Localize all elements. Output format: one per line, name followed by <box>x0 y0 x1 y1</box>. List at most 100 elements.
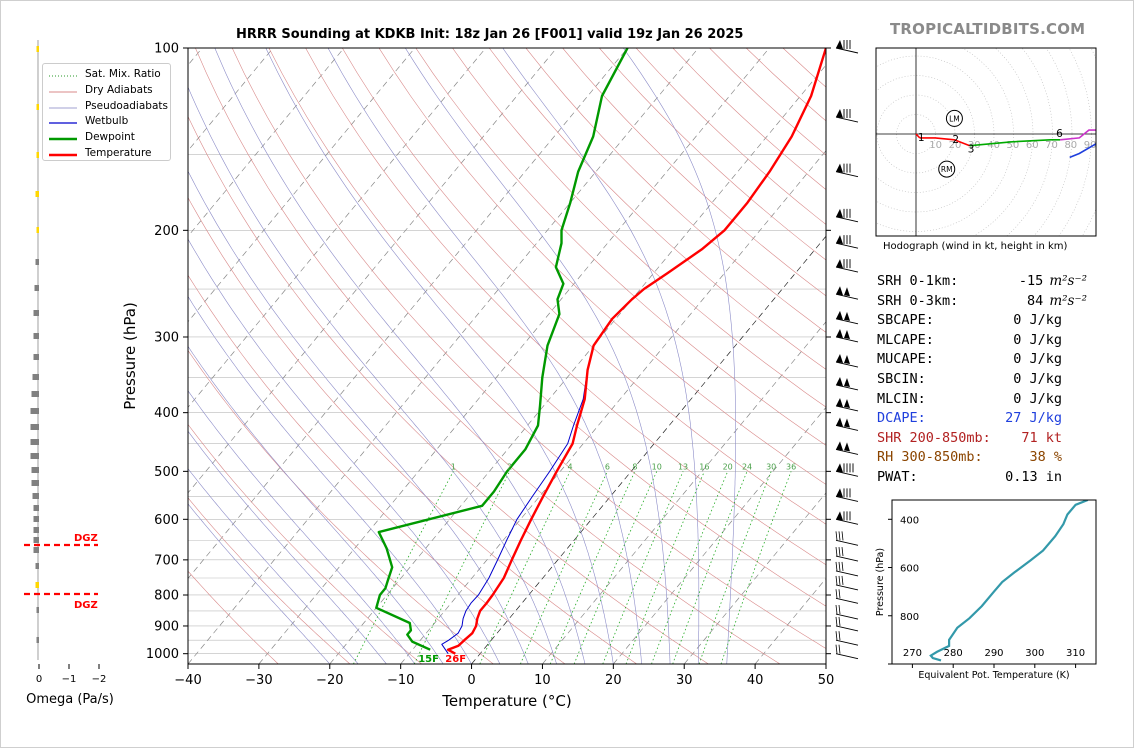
storm-motion-marker <box>938 160 956 178</box>
dgz-label: DGZ <box>74 533 98 544</box>
isotherm <box>542 321 826 664</box>
x-tick-label: 20 <box>605 673 622 688</box>
omega-bar <box>33 516 39 522</box>
stat-value: 0 J/kg <box>1013 390 1062 407</box>
isotherm <box>188 48 699 664</box>
legend-swatch <box>49 91 77 93</box>
omega-bar <box>36 46 39 52</box>
legend-label: Temperature <box>85 147 152 159</box>
legend-swatch <box>49 137 77 141</box>
y-tick-label: 1000 <box>146 647 179 662</box>
wind-barb <box>835 589 859 604</box>
dry-adiabat <box>562 48 826 297</box>
legend-label: Wetbulb <box>85 115 129 128</box>
omega-bar <box>33 354 39 360</box>
theta-e-y-axis-label: Pressure (hPa) <box>875 548 886 616</box>
wind-barb <box>835 397 859 412</box>
omega-bar <box>30 439 39 445</box>
x-tick-label: −20 <box>316 673 343 688</box>
wind-barb <box>835 109 859 123</box>
legend-label: Dewpoint <box>85 131 135 144</box>
wind-barb <box>835 376 859 391</box>
stat-label: SRH 0-3km: <box>877 292 959 309</box>
wind-barb <box>835 604 859 620</box>
stat-label: SRH 0-1km: <box>877 273 959 289</box>
wind-barb <box>835 575 859 591</box>
dry-adiabat <box>488 48 826 370</box>
mixing-ratio-label: 20 <box>723 462 733 471</box>
mixing-ratio-line <box>573 471 658 664</box>
mixing-ratio-line <box>698 471 772 664</box>
y-axis-label: Pressure (hPa) <box>121 302 139 410</box>
theta-e-y-tick-label: 400 <box>900 515 919 526</box>
hodograph-trace <box>1069 142 1096 159</box>
pseudoadiabat <box>214 48 586 664</box>
dry-adiabat <box>635 48 826 225</box>
page-title: HRRR Sounding at KDKB Init: 18z Jan 26 [… <box>236 27 744 42</box>
wind-barb <box>835 616 859 632</box>
wind-barb <box>835 328 859 343</box>
stat-value: 0 J/kg <box>1013 370 1062 387</box>
hodograph-ring-label: 90 <box>1084 140 1097 151</box>
omega-bar <box>33 547 39 553</box>
omega-bar <box>35 582 39 588</box>
hodograph-ring <box>876 48 1014 232</box>
wind-barb <box>835 235 859 249</box>
series-dewpoint-line <box>375 48 629 651</box>
omega-bar <box>31 391 39 397</box>
omega-bar <box>31 467 39 473</box>
hodograph-caption: Hodograph (wind in kt, height in km) <box>883 241 1068 252</box>
stat-label: SBCIN: <box>877 370 926 387</box>
surface-temperature-label: 26F <box>445 654 466 665</box>
omega-bar <box>30 408 39 414</box>
hodograph-trace <box>969 139 1061 147</box>
omega-x-tick-label: −1 <box>62 674 77 685</box>
stat-value: 0 J/kg <box>1013 351 1062 368</box>
wind-barb <box>835 531 859 546</box>
legend-label: Sat. Mix. Ratio <box>85 68 161 80</box>
legend-label: Dry Adiabats <box>85 83 153 96</box>
wind-barb <box>835 488 859 502</box>
hodograph-ring-label: 60 <box>1026 140 1039 151</box>
stat-value: 0 J/kg <box>1013 331 1062 348</box>
stat-number: 84 <box>1027 292 1044 309</box>
y-tick-label: 400 <box>154 406 179 421</box>
x-tick-label: −40 <box>174 673 201 688</box>
pseudoadiabat <box>188 345 444 664</box>
storm-motion-marker <box>945 109 963 127</box>
mixing-ratio-label: 1 <box>451 462 456 471</box>
omega-bar <box>35 259 39 265</box>
omega-bar <box>36 227 39 233</box>
x-tick-label: 40 <box>747 673 764 688</box>
stat-number: -15 <box>1018 273 1044 289</box>
mixing-ratio-line <box>413 471 510 664</box>
isotherm <box>188 48 628 579</box>
y-tick-label: 200 <box>154 224 179 239</box>
stat-label: SHR 200-850mb: <box>877 429 991 446</box>
wind-barb <box>835 40 859 54</box>
omega-bar <box>32 374 39 380</box>
series-temperature-line <box>446 48 826 655</box>
x-tick-label: −10 <box>387 673 414 688</box>
legend-swatch <box>49 107 77 109</box>
omega-bar <box>34 285 39 291</box>
omega-bar <box>30 424 39 430</box>
pseudoadiabat <box>188 170 529 664</box>
dry-adiabat <box>195 48 781 664</box>
mixing-ratio-label: 30 <box>766 462 776 471</box>
stat-value: 38 % <box>1029 449 1062 466</box>
omega-bar <box>36 607 39 613</box>
isotherm <box>613 406 826 664</box>
pseudoadiabat <box>188 86 557 664</box>
legend-swatch <box>49 122 77 124</box>
y-tick-label: 800 <box>154 588 179 603</box>
pseudoadiabat <box>405 48 671 664</box>
mixing-ratio-label: 4 <box>568 462 573 471</box>
pseudoadiabat <box>188 390 416 664</box>
hodograph-ring-label: 70 <box>1045 140 1058 151</box>
stat-label: DCAPE: <box>877 410 926 427</box>
stat-label: MLCAPE: <box>877 331 934 348</box>
wind-barb <box>835 286 859 300</box>
stat-label: SBCAPE: <box>877 312 934 329</box>
